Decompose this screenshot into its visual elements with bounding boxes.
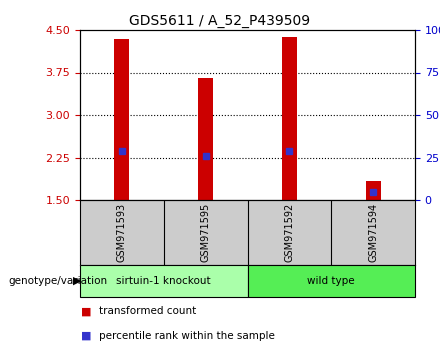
Text: percentile rank within the sample: percentile rank within the sample [99,331,275,341]
Text: GSM971595: GSM971595 [201,203,211,262]
Bar [114,39,129,200]
Text: wild type: wild type [308,276,355,286]
Text: sirtuin-1 knockout: sirtuin-1 knockout [117,276,211,286]
Bar [282,37,297,200]
Text: GDS5611 / A_52_P439509: GDS5611 / A_52_P439509 [129,14,311,28]
Text: transformed count: transformed count [99,306,196,316]
Text: ■: ■ [81,331,92,341]
Text: GSM971592: GSM971592 [284,203,294,262]
Text: ▶: ▶ [73,276,81,286]
Bar [366,181,381,200]
Text: ■: ■ [81,306,92,316]
Bar [198,78,213,200]
Text: GSM971594: GSM971594 [368,203,378,262]
Bar [247,265,415,297]
Text: GSM971593: GSM971593 [117,203,127,262]
Bar [80,265,247,297]
Text: genotype/variation: genotype/variation [9,276,108,286]
